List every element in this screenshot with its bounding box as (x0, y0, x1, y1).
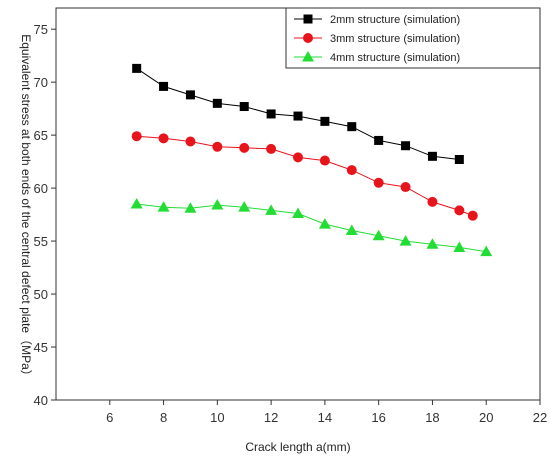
series-3-point (426, 238, 439, 249)
y-tick-label: 40 (34, 393, 48, 408)
series-3-point (480, 245, 493, 257)
x-axis-title: Crack length a(mm) (245, 440, 350, 454)
series-2-point (467, 210, 478, 221)
legend-swatch-marker (303, 33, 313, 43)
series-2-point (373, 177, 384, 188)
legend-box (285, 7, 541, 69)
series-1-point (374, 135, 384, 145)
series-1-point (266, 109, 276, 119)
series-3-point (130, 198, 143, 209)
y-tick-label: 45 (34, 340, 48, 355)
series-1-point (454, 155, 464, 165)
series-2-point (454, 205, 465, 216)
series-3-point (265, 204, 278, 215)
series-1-point (132, 63, 142, 73)
y-axis-title: Equivalent stress at both ends of the ce… (19, 34, 33, 382)
series-1-point (239, 102, 249, 112)
series-2-point (131, 131, 142, 142)
y-tick-label: 75 (34, 22, 48, 37)
x-tick-label: 16 (371, 410, 385, 425)
y-tick-label: 70 (34, 75, 48, 90)
series-3-point (184, 202, 197, 213)
x-tick-label: 22 (533, 410, 547, 425)
series-3-point (453, 241, 466, 252)
series-3-point (211, 199, 224, 210)
series-3-line (136, 203, 487, 253)
legend-label: 4mm structure (simulation) (330, 52, 460, 64)
series-layer (130, 63, 493, 257)
series-2-point (319, 155, 330, 166)
x-tick-label: 14 (318, 410, 332, 425)
series-2-point (346, 165, 357, 176)
series-1-point (320, 116, 330, 126)
y-tick-label: 65 (34, 128, 48, 143)
series-3-point (345, 224, 358, 235)
series-2-point (400, 182, 411, 193)
x-tick-label: 8 (160, 410, 167, 425)
series-1-point (401, 141, 411, 151)
series-3-point (292, 207, 304, 219)
series-3-point (372, 229, 385, 241)
series-2-point (185, 136, 196, 147)
series-1 (132, 63, 464, 165)
legend-swatch-marker (302, 51, 314, 62)
series-3-point (399, 235, 412, 246)
series-2-point (293, 152, 303, 163)
series-3-point (318, 218, 331, 229)
series-2-point (266, 143, 277, 154)
series-2 (131, 131, 478, 221)
y-tick-label: 50 (34, 287, 48, 302)
legend: 2mm structure (simulation) 3mm structure … (285, 7, 541, 69)
legend-label: 2mm structure (simulation) (330, 14, 460, 26)
series-2-point (427, 196, 438, 207)
series-1-point (347, 122, 357, 132)
legend-label: 3mm structure (simulation) (330, 33, 460, 45)
series-3-point (157, 201, 170, 212)
series-2-point (239, 142, 250, 153)
legend-swatch-marker (303, 14, 313, 24)
series-2-line (136, 135, 473, 217)
series-1-point (185, 90, 195, 100)
x-tick-label: 10 (210, 410, 224, 425)
y-tick-label: 60 (34, 181, 48, 196)
series-3 (130, 198, 493, 257)
axis-ticks: 6 8 10 12 14 16 18 20 22 40 45 50 55 60 65 70 75 (34, 22, 548, 425)
x-tick-label: 20 (479, 410, 493, 425)
x-tick-label: 12 (264, 410, 278, 425)
series-2-point (158, 133, 169, 144)
series-1-point (159, 81, 169, 91)
y-tick-label: 55 (34, 234, 48, 249)
series-2-point (212, 141, 223, 152)
series-1-point (427, 151, 437, 161)
series-1-point (293, 111, 303, 121)
x-tick-label: 18 (425, 410, 439, 425)
series-1-point (212, 98, 222, 108)
series-3-point (238, 201, 251, 212)
x-tick-label: 6 (106, 410, 113, 425)
